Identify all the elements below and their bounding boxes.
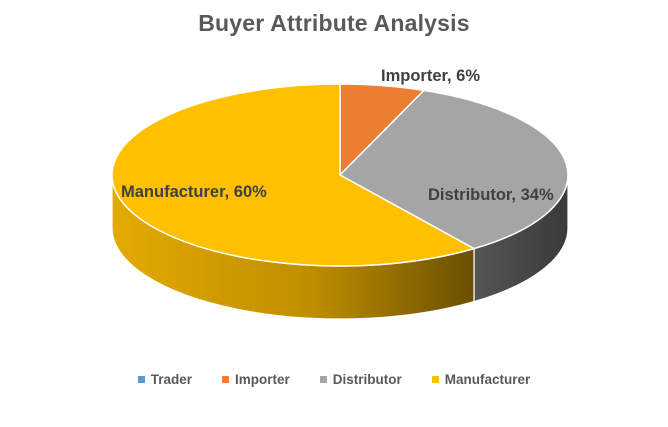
data-label-distributor: Distributor, 34% (428, 186, 554, 204)
legend-item-distributor: Distributor (319, 372, 402, 387)
legend-swatch-distributor (319, 376, 327, 383)
legend-item-manufacturer: Manufacturer (431, 372, 531, 387)
legend-item-trader: Trader (137, 372, 192, 387)
legend-swatch-trader (137, 376, 145, 383)
legend-item-importer: Importer (222, 372, 290, 387)
data-label-manufacturer: Manufacturer, 60% (121, 183, 267, 201)
pie-slices (111, 83, 569, 267)
legend: Trader Importer Distributor Manufacturer (0, 372, 668, 387)
legend-label-manufacturer: Manufacturer (444, 372, 531, 387)
pie-slice-distributor (339, 89, 569, 250)
legend-label-importer: Importer (235, 372, 290, 387)
legend-label-distributor: Distributor (332, 372, 402, 387)
legend-swatch-manufacturer (431, 376, 439, 383)
legend-label-trader: Trader (150, 372, 192, 387)
legend-swatch-importer (222, 376, 229, 383)
data-label-importer: Importer, 6% (381, 67, 480, 85)
chart-title: Buyer Attribute Analysis (198, 10, 470, 36)
data-labels: Importer, 6% Distributor, 34% Manufactur… (121, 67, 554, 204)
pie-slice-manufacturer (111, 83, 475, 267)
